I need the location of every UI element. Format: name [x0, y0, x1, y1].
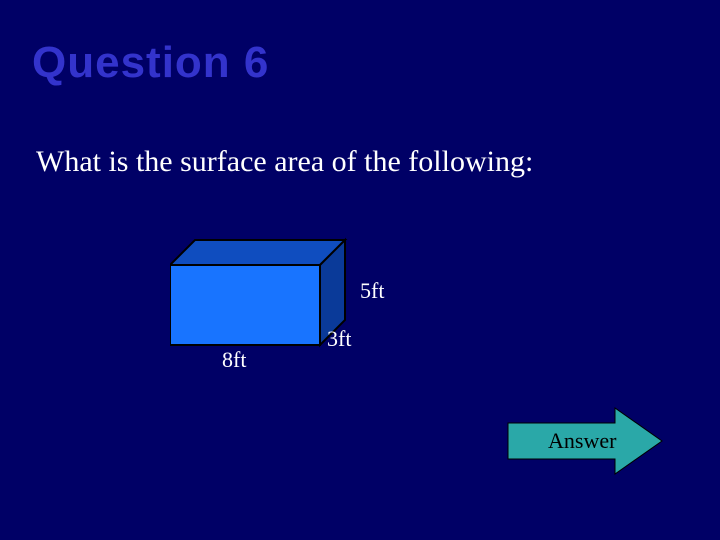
question-text-content: What is the surface area of the followin… [36, 145, 533, 178]
slide-title-text: Question 6 [32, 38, 269, 87]
rectangular-prism-diagram [170, 235, 390, 365]
dimension-label-width: 8ft [222, 347, 246, 373]
dimension-label-height: 5ft [360, 278, 384, 304]
question-text: What is the surface area of the followin… [36, 145, 533, 179]
dimension-label-depth: 3ft [327, 326, 351, 352]
prism-svg [170, 235, 390, 365]
answer-button[interactable] [505, 405, 665, 477]
arrow-right-icon [505, 405, 665, 477]
prism-front-face [170, 265, 320, 345]
slide-title: Question 6 [32, 38, 269, 88]
prism-top-face [170, 240, 345, 265]
